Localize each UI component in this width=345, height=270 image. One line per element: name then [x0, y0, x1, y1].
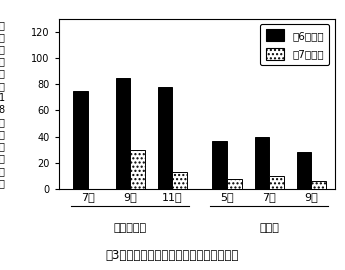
Bar: [172, 172, 187, 189]
Text: 個: 個: [0, 44, 5, 54]
Text: 所: 所: [0, 129, 5, 139]
Bar: [227, 178, 242, 189]
Text: 体: 体: [0, 56, 5, 66]
Bar: [297, 152, 312, 189]
Text: 8: 8: [0, 105, 5, 115]
Text: 図3．糞上で発芽したシバの定着数の推移: 図3．糞上で発芽したシバの定着数の推移: [106, 249, 239, 262]
Text: 数: 数: [0, 69, 5, 79]
Bar: [158, 87, 172, 189]
Legend: ：6月の糞, ：7月の糞: ：6月の糞, ：7月の糞: [260, 24, 329, 65]
Text: カ: カ: [0, 117, 5, 127]
Text: （: （: [0, 81, 5, 91]
Text: 翁　年: 翁 年: [259, 223, 279, 233]
Text: シ: シ: [0, 20, 5, 30]
Text: 計: 計: [0, 166, 5, 176]
Bar: [269, 176, 284, 189]
Text: 合: 合: [0, 154, 5, 164]
Text: ）: ）: [0, 178, 5, 188]
Text: の: の: [0, 141, 5, 151]
Bar: [116, 78, 130, 189]
Bar: [73, 91, 88, 189]
Text: バ: バ: [0, 32, 5, 42]
Text: 1: 1: [0, 93, 5, 103]
Bar: [213, 141, 227, 189]
Bar: [312, 181, 326, 189]
Bar: [130, 150, 145, 189]
Bar: [255, 137, 269, 189]
Text: 排糞した年: 排糞した年: [114, 223, 147, 233]
